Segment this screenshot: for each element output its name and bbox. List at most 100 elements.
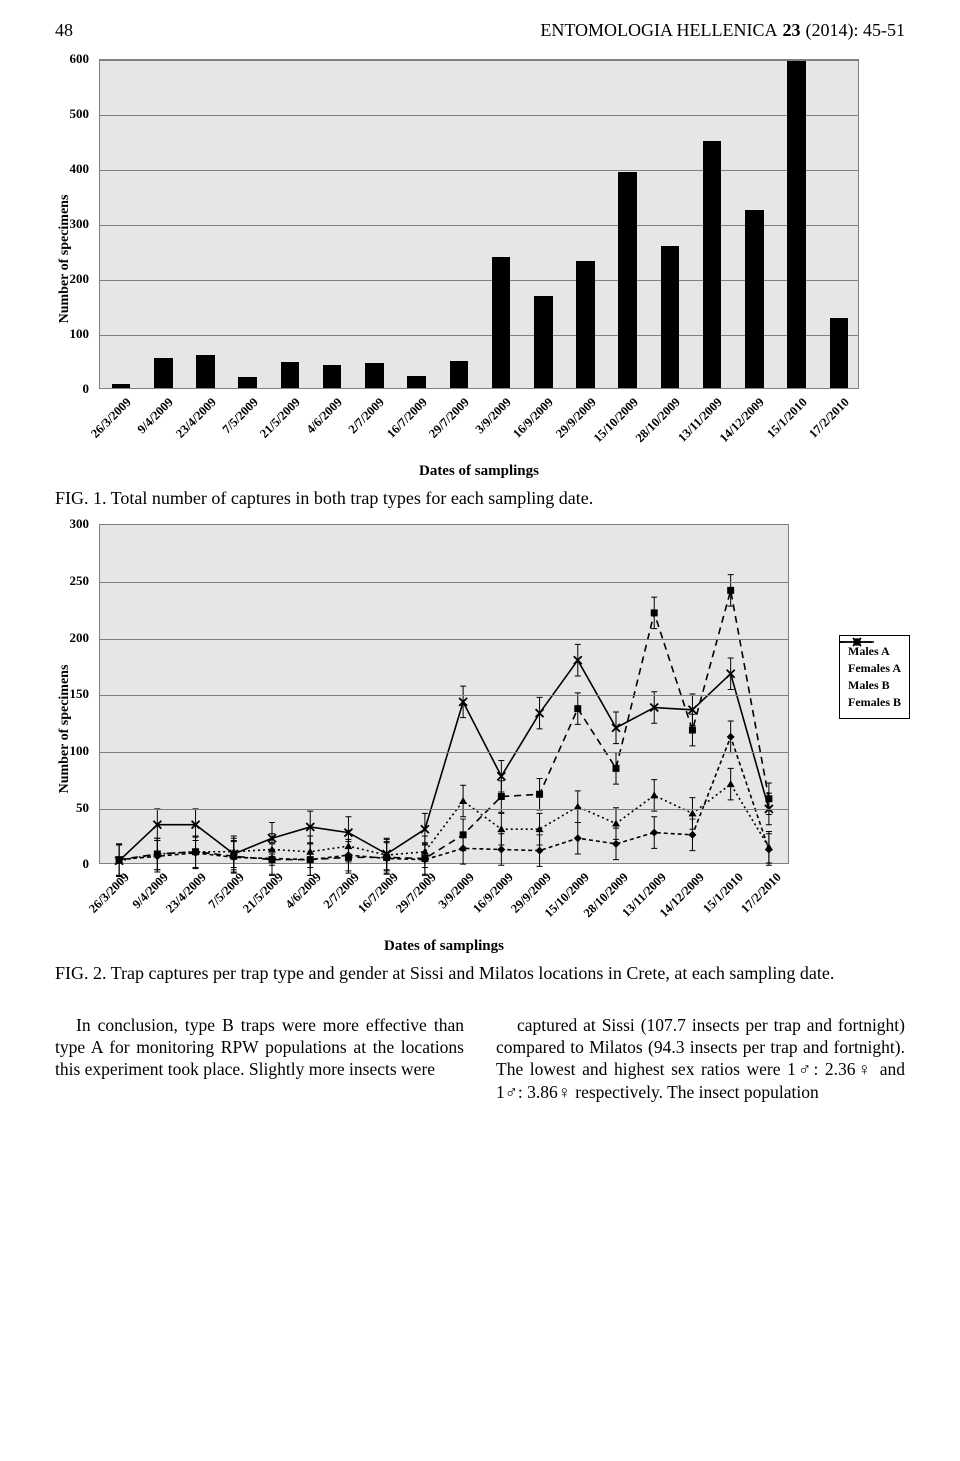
fig2-xtick-label: 16/9/2009 [470, 870, 516, 916]
fig1-xtick-label: 21/5/2009 [257, 395, 303, 441]
fig1-gridline [100, 170, 858, 171]
fig2-marker [497, 846, 505, 854]
legend-row: Males B [848, 678, 901, 693]
fig2-gridline [100, 752, 788, 753]
fig1-gridline [100, 115, 858, 116]
fig2-marker [536, 791, 543, 798]
fig2-ytick-label: 250 [70, 573, 90, 589]
page-number: 48 [55, 20, 73, 41]
fig2-marker [650, 829, 658, 837]
fig1-ytick-label: 100 [70, 326, 90, 342]
legend-label: Females B [848, 695, 901, 710]
fig2-gridline [100, 639, 788, 640]
fig2-marker [689, 727, 696, 734]
fig2-marker [651, 610, 658, 617]
fig1-xtick-label: 29/7/2009 [426, 395, 472, 441]
fig1-xtick-label: 15/10/2009 [590, 395, 641, 446]
fig2-marker [727, 587, 734, 594]
fig1-xtick-label: 16/9/2009 [510, 395, 556, 441]
fig1-bar [618, 172, 637, 388]
journal-citation: ENTOMOLOGIA HELLENICA 23 (2014): 45-51 [540, 20, 905, 41]
fig1-xtick-label: 17/2/2010 [806, 395, 852, 441]
fig2-marker [727, 733, 735, 741]
body-col-2: captured at Sissi (107.7 insects per tra… [496, 1014, 905, 1104]
fig1-bar [703, 141, 722, 389]
body-col-1: In conclusion, type B traps were more ef… [55, 1014, 464, 1104]
fig1-bar [365, 363, 384, 388]
fig1-xticks: 26/3/20099/4/200923/4/20097/5/200921/5/2… [99, 389, 859, 459]
fig1-xtick-label: 23/4/2009 [173, 395, 219, 441]
fig1-xlabel: Dates of samplings [99, 463, 859, 480]
fig2-xtick-label: 21/5/2009 [240, 870, 286, 916]
fig2-ytick-label: 0 [83, 856, 90, 872]
fig1-bar [492, 257, 511, 388]
fig1-ytick-label: 200 [70, 271, 90, 287]
fig2-marker [650, 792, 658, 799]
fig2-caption: FIG. 2. Trap captures per trap type and … [55, 961, 905, 985]
fig2-series-line [119, 591, 769, 860]
fig2-xtick-label: 29/7/2009 [393, 870, 439, 916]
fig1-bar [576, 261, 595, 388]
legend-label: Females A [848, 661, 901, 676]
fig2-xtick-label: 4/6/2009 [282, 870, 324, 912]
fig2-marker [459, 797, 467, 804]
fig1-bar [112, 384, 131, 388]
figure-1-bar-chart: Number of specimens 0100200300400500600 … [99, 59, 859, 459]
fig2-marker [574, 705, 581, 712]
fig2-xtick-label: 23/4/2009 [163, 870, 209, 916]
fig1-gridline [100, 60, 858, 61]
fig1-xtick-label: 15/1/2010 [764, 395, 810, 441]
fig1-ylabel: Number of specimens [57, 195, 73, 324]
journal-volume: 23 [783, 20, 801, 41]
body-text: In conclusion, type B traps were more ef… [55, 1014, 905, 1104]
fig1-bar [407, 376, 426, 388]
body-col-2-p: captured at Sissi (107.7 insects per tra… [496, 1014, 905, 1104]
fig2-marker [688, 810, 696, 817]
fig1-xtick-label: 26/3/2009 [88, 395, 134, 441]
fig1-xtick-label: 14/12/2009 [717, 395, 768, 446]
fig2-gridline [100, 582, 788, 583]
fig1-bar [830, 318, 849, 388]
page-header: 48 ENTOMOLOGIA HELLENICA 23 (2014): 45-5… [55, 20, 905, 41]
fig2-xlabel: Dates of samplings [99, 938, 789, 955]
fig2-series-line [119, 784, 769, 861]
fig2-ytick-label: 200 [70, 630, 90, 646]
fig1-xtick-label: 13/11/2009 [675, 395, 725, 445]
fig2-xtick-label: 15/1/2010 [700, 870, 746, 916]
fig2-marker [688, 831, 696, 839]
fig2-xticks: 26/3/20099/4/200923/4/20097/5/200921/5/2… [99, 864, 789, 934]
fig1-xtick-label: 3/9/2009 [473, 395, 515, 437]
fig1-xtick-label: 16/7/2009 [384, 395, 430, 441]
fig1-plot-area [99, 59, 859, 389]
fig2-svg [100, 525, 788, 863]
fig1-bar [450, 361, 469, 389]
fig1-xtick-label: 28/10/2009 [633, 395, 684, 446]
fig2-marker [612, 840, 620, 848]
fig1-xtick-label: 2/7/2009 [346, 395, 388, 437]
fig1-bar [196, 355, 215, 388]
figure-2-line-chart: Number of specimens 050100150200250300 M… [99, 524, 789, 934]
legend-row: Females A [848, 661, 901, 676]
fig2-gridline [100, 809, 788, 810]
fig2-marker [613, 765, 620, 772]
fig2-plot-area: Males AFemales AMales BFemales B [99, 524, 789, 864]
fig2-marker [536, 847, 544, 855]
fig1-bar [661, 246, 680, 388]
fig2-legend: Males AFemales AMales BFemales B [839, 635, 910, 719]
fig1-bar [323, 365, 342, 388]
fig1-ytick-label: 0 [83, 381, 90, 397]
fig1-bar [238, 377, 257, 388]
fig1-bar [281, 362, 300, 388]
fig1-bar [154, 358, 173, 388]
fig1-ytick-label: 600 [70, 51, 90, 67]
fig1-bar [745, 210, 764, 388]
fig2-series-line [119, 660, 769, 861]
fig1-caption: FIG. 1. Total number of captures in both… [55, 486, 905, 510]
fig2-ytick-label: 300 [70, 516, 90, 532]
fig1-bar [534, 296, 553, 388]
fig2-xtick-label: 17/2/2010 [738, 870, 784, 916]
fig2-marker [574, 835, 582, 843]
body-col-1-p: In conclusion, type B traps were more ef… [55, 1014, 464, 1081]
fig1-ytick-label: 300 [70, 216, 90, 232]
journal-name: ENTOMOLOGIA HELLENICA [540, 20, 777, 41]
